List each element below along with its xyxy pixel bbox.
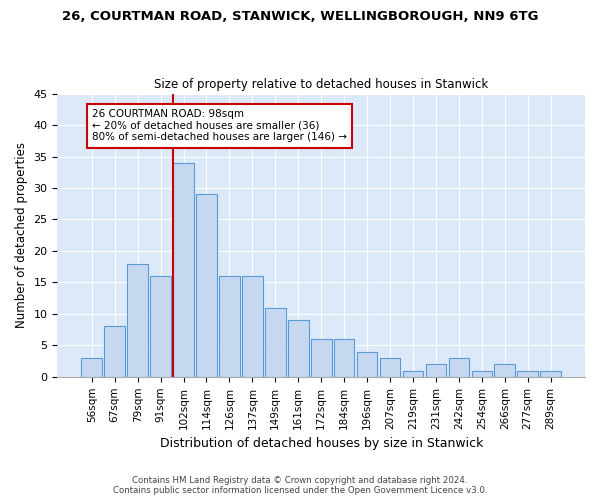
Y-axis label: Number of detached properties: Number of detached properties [15, 142, 28, 328]
Bar [219, 276, 240, 377]
Bar [517, 370, 538, 377]
Bar [449, 358, 469, 377]
Bar [472, 370, 492, 377]
Bar [242, 276, 263, 377]
Bar [265, 308, 286, 377]
Bar [541, 370, 561, 377]
X-axis label: Distribution of detached houses by size in Stanwick: Distribution of detached houses by size … [160, 437, 483, 450]
Bar [311, 339, 332, 377]
Bar [357, 352, 377, 377]
Bar [150, 276, 171, 377]
Text: 26, COURTMAN ROAD, STANWICK, WELLINGBOROUGH, NN9 6TG: 26, COURTMAN ROAD, STANWICK, WELLINGBORO… [62, 10, 538, 23]
Bar [104, 326, 125, 377]
Bar [380, 358, 400, 377]
Bar [196, 194, 217, 377]
Bar [403, 370, 424, 377]
Bar [82, 358, 102, 377]
Text: Contains HM Land Registry data © Crown copyright and database right 2024.
Contai: Contains HM Land Registry data © Crown c… [113, 476, 487, 495]
Bar [334, 339, 355, 377]
Bar [288, 320, 308, 377]
Bar [127, 264, 148, 377]
Title: Size of property relative to detached houses in Stanwick: Size of property relative to detached ho… [154, 78, 488, 91]
Bar [494, 364, 515, 377]
Bar [425, 364, 446, 377]
Bar [173, 163, 194, 377]
Text: 26 COURTMAN ROAD: 98sqm
← 20% of detached houses are smaller (36)
80% of semi-de: 26 COURTMAN ROAD: 98sqm ← 20% of detache… [92, 110, 347, 142]
